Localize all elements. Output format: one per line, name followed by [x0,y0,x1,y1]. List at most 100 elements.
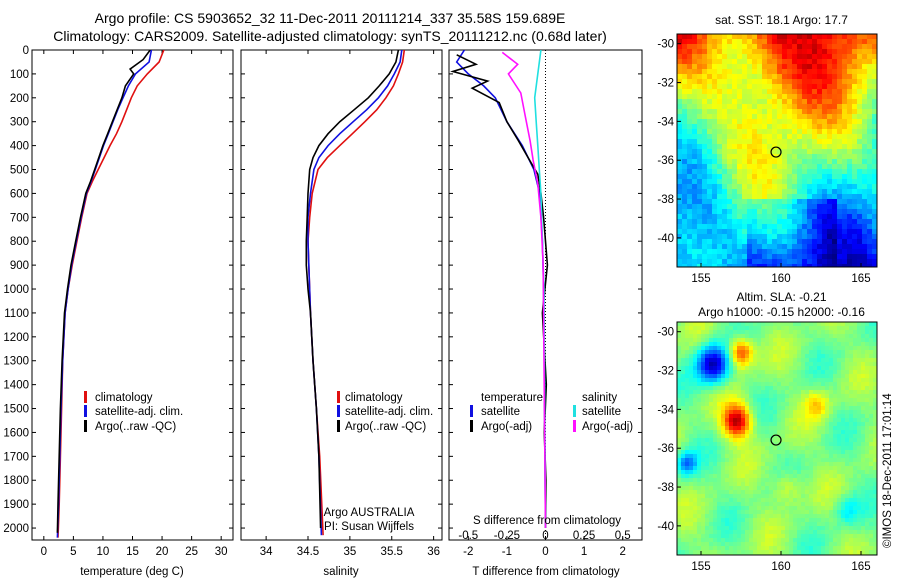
sst-map-cell [732,214,738,220]
sla-map-cell [701,438,706,443]
sla-map-cell [761,370,766,375]
sst-map-cell [862,124,868,130]
sla-map-cell [765,342,770,347]
sla-map-cell [689,362,694,367]
sst-map-ytick-label: -34 [657,116,674,128]
sla-map-cell [681,530,686,535]
sst-map-cell [677,164,683,170]
sla-map-cell [821,378,826,383]
sst-map-cell [842,144,848,150]
sla-map-cell [713,494,718,499]
sla-map-cell [813,342,818,347]
sst-map-cell [862,234,868,240]
sst-map-cell [847,144,853,150]
sst-map-cell [852,184,858,190]
sst-map-cell [847,34,853,40]
sst-map-cell [852,84,858,90]
sla-map-cell [873,366,877,371]
sla-map-cell [773,398,778,403]
sla-map-cell [825,522,830,527]
sst-map-cell [807,134,813,140]
sst-map-cell [682,154,688,160]
salinity-profile-series-argo-raw-qc- [305,50,400,529]
sla-map-cell [713,338,718,343]
sla-map-cell [873,354,877,359]
sla-map-cell [797,514,802,519]
sst-map-cell [677,139,683,145]
sla-map-cell [817,530,822,535]
sla-map-cell [757,478,762,483]
sla-map-cell [777,498,782,503]
sla-map-cell [721,370,726,375]
sla-map-cell [749,378,754,383]
sla-map-cell [697,510,702,515]
sla-map-cell [729,378,734,383]
sla-map-cell [821,422,826,427]
sla-map-cell [765,430,770,435]
sla-map-cell [805,526,810,531]
sla-map-cell [721,322,726,327]
sla-map-cell [813,490,818,495]
sst-map-cell [702,139,708,145]
sst-map-cell [837,119,843,125]
sla-map-cell [721,534,726,539]
sst-map-cell [692,199,698,205]
sla-map-cell [833,470,838,475]
sla-map-cell [829,434,834,439]
sla-map-cell [873,378,877,383]
sla-map-cell [753,498,758,503]
sst-map-cell [862,259,868,265]
sst-map-cell [692,169,698,175]
sst-map-cell [712,94,718,100]
sst-map-cell [822,164,828,170]
temperature-profile-ytick-label: 800 [10,236,29,248]
sla-map-cell [801,326,806,331]
sst-map-cell [827,44,833,50]
sla-map-cell [769,546,774,551]
sla-map-cell [733,326,738,331]
sla-map-cell [761,498,766,503]
sla-map-cell [717,522,722,527]
sla-map-cell [865,418,870,423]
sla-map-cell [685,482,690,487]
sla-map-cell [729,422,734,427]
sst-map-cell [867,234,873,240]
sla-map-cell [689,442,694,447]
sla-map-cell [793,342,798,347]
sla-map-cell [849,378,854,383]
sst-map-cell [737,259,743,265]
sla-map-cell [745,494,750,499]
sla-map-cell [785,486,790,491]
sst-map-cell [787,234,793,240]
sla-map-cell [757,486,762,491]
sla-map-cell [789,346,794,351]
sst-map-cell [782,239,788,245]
sla-map-cell [865,414,870,419]
sla-map-cell [713,498,718,503]
sla-map-cell [789,382,794,387]
sla-map-cell [857,514,862,519]
sst-map-cell [697,209,703,215]
sst-map-cell [752,54,758,60]
sst-map-cell [697,44,703,50]
sla-map-cell [705,550,710,555]
sst-map-cell [862,224,868,230]
sla-map-cell [689,458,694,463]
sst-map-cell [847,209,853,215]
sla-map-cell [853,346,858,351]
sla-map-cell [701,418,706,423]
sst-map-cell [787,39,793,45]
sla-map-cell [681,346,686,351]
sla-map-cell [753,378,758,383]
sla-map-cell [769,334,774,339]
sla-map-cell [857,478,862,483]
sst-map-cell [797,44,803,50]
sla-map-cell [761,550,766,555]
sst-map-cell [682,249,688,255]
sla-map-cell [701,406,706,411]
sla-map-cell [853,542,858,547]
sla-map-cell [737,482,742,487]
sla-map-cell [753,466,758,471]
sst-map-cell [832,219,838,225]
sla-map-cell [797,522,802,527]
